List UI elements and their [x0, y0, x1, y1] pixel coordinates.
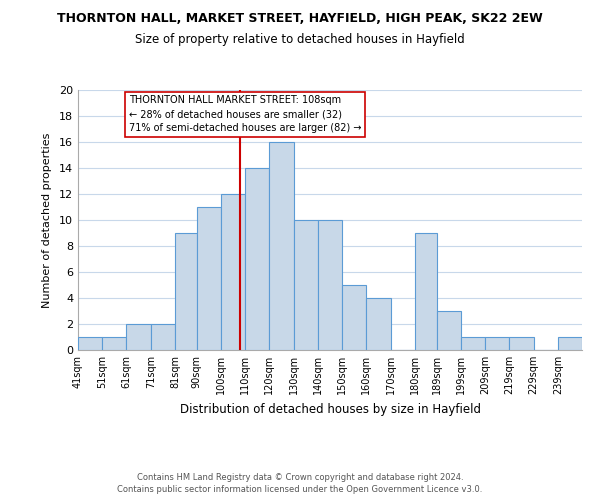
- Bar: [509, 337, 533, 350]
- Bar: [367, 298, 391, 350]
- Text: THORNTON HALL, MARKET STREET, HAYFIELD, HIGH PEAK, SK22 2EW: THORNTON HALL, MARKET STREET, HAYFIELD, …: [57, 12, 543, 26]
- Text: Contains HM Land Registry data © Crown copyright and database right 2024.: Contains HM Land Registry data © Crown c…: [137, 472, 463, 482]
- Bar: [415, 233, 437, 350]
- Y-axis label: Number of detached properties: Number of detached properties: [42, 132, 52, 308]
- Bar: [437, 311, 461, 350]
- Text: Size of property relative to detached houses in Hayfield: Size of property relative to detached ho…: [135, 32, 465, 46]
- Bar: [197, 207, 221, 350]
- Bar: [293, 220, 318, 350]
- Text: Contains public sector information licensed under the Open Government Licence v3: Contains public sector information licen…: [118, 485, 482, 494]
- Bar: [175, 233, 197, 350]
- Bar: [342, 285, 367, 350]
- Text: THORNTON HALL MARKET STREET: 108sqm
← 28% of detached houses are smaller (32)
71: THORNTON HALL MARKET STREET: 108sqm ← 28…: [129, 95, 361, 133]
- Bar: [318, 220, 342, 350]
- Bar: [127, 324, 151, 350]
- Bar: [558, 337, 582, 350]
- Bar: [151, 324, 175, 350]
- Bar: [485, 337, 509, 350]
- Bar: [245, 168, 269, 350]
- X-axis label: Distribution of detached houses by size in Hayfield: Distribution of detached houses by size …: [179, 402, 481, 415]
- Bar: [461, 337, 485, 350]
- Bar: [221, 194, 245, 350]
- Bar: [269, 142, 293, 350]
- Bar: [78, 337, 102, 350]
- Bar: [102, 337, 127, 350]
